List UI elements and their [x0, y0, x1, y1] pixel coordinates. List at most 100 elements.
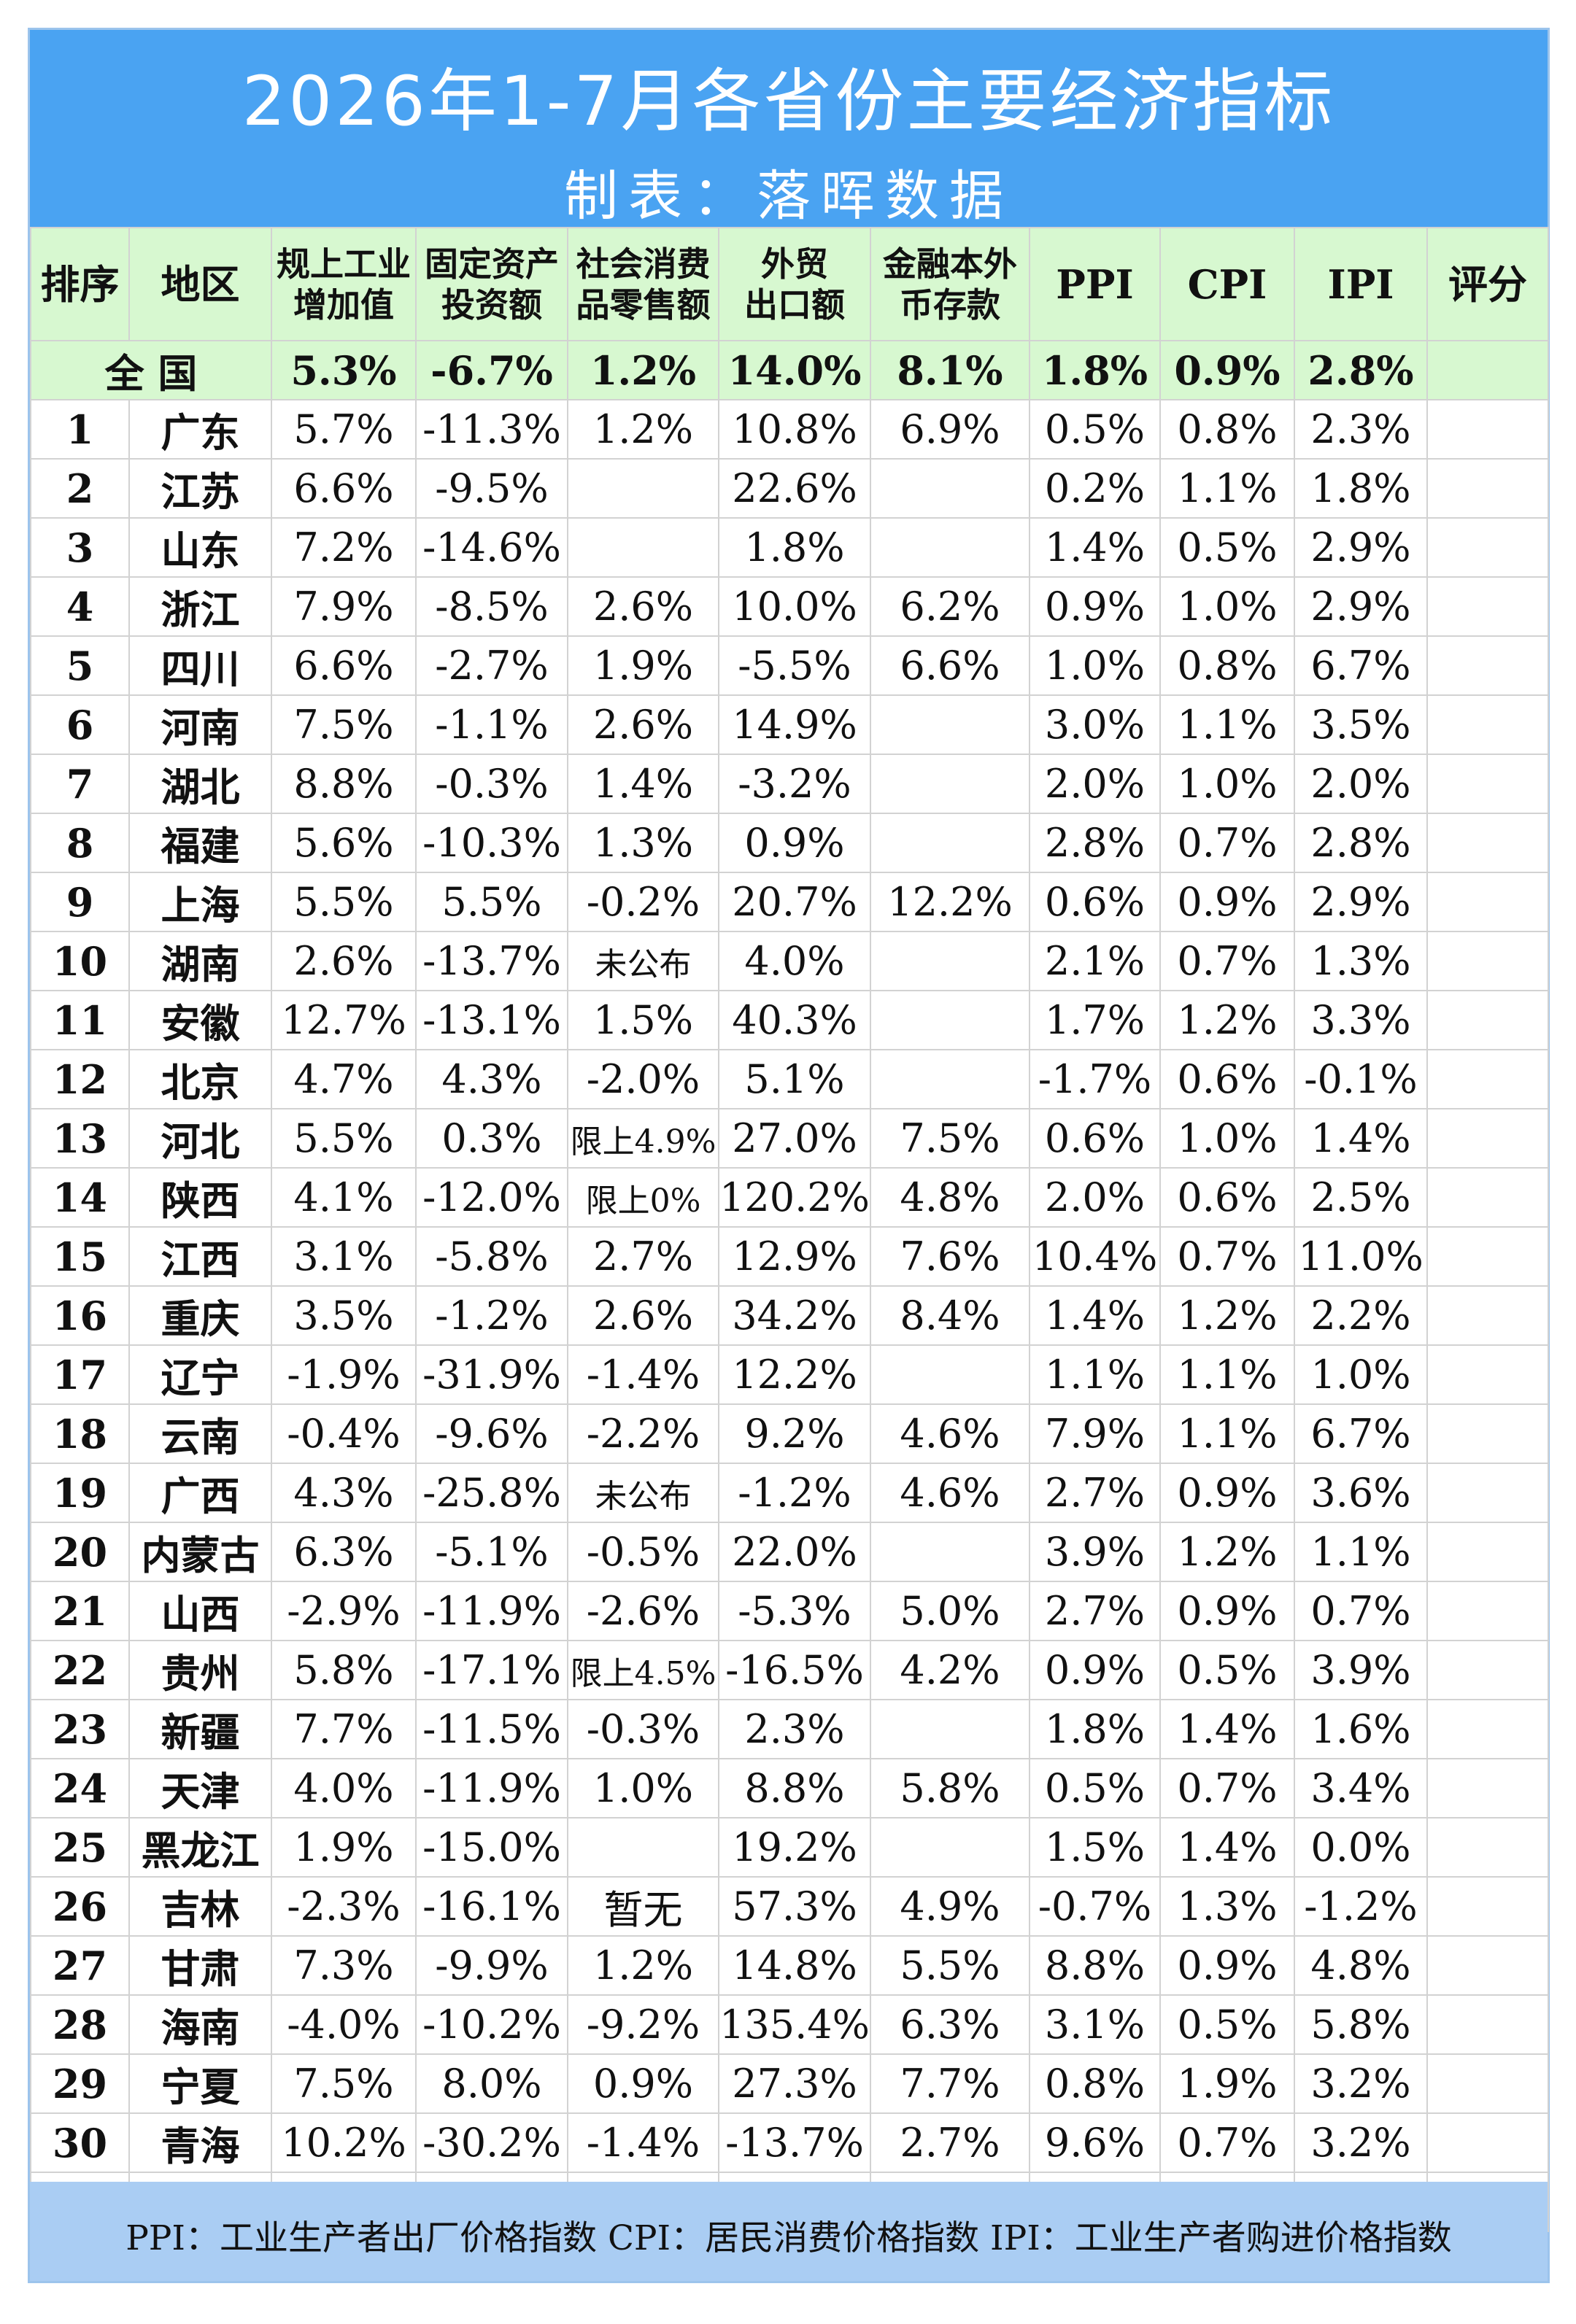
table-row: 18 云南 -0.4% -9.6% -2.2% 9.2% 4.6% 7.9% 1.1% 6.7%: [30, 1403, 1549, 1464]
value-cell: 7.5%: [870, 1108, 1030, 1169]
value-cell: [1426, 1758, 1549, 1818]
value-cell: 5.8%: [271, 1640, 417, 1700]
region-cell: 内蒙古: [128, 1522, 272, 1582]
value-cell: 14.9%: [718, 694, 871, 755]
value-cell: 0.7%: [1159, 813, 1295, 873]
region-cell: 山西: [128, 1581, 272, 1641]
region-cell: 北京: [128, 1049, 272, 1109]
value-cell: 3.2%: [1294, 2053, 1428, 2114]
rank-cell: 23: [30, 1699, 130, 1759]
value-cell: -2.7%: [415, 635, 568, 696]
value-cell: [870, 813, 1030, 873]
value-cell: 1.3%: [1294, 931, 1428, 991]
value-cell: 6.6%: [271, 458, 417, 519]
value-cell: -30.2%: [415, 2112, 568, 2173]
value-cell: -10.3%: [415, 813, 568, 873]
value-cell: 6.7%: [1294, 635, 1428, 696]
value-cell: 1.0%: [1029, 635, 1161, 696]
value-cell: 4.1%: [271, 1167, 417, 1228]
value-cell: 0.9%: [567, 2053, 719, 2114]
rank-cell: 6: [30, 694, 130, 755]
value-cell: 2.6%: [567, 694, 719, 755]
column-header: 社会消费 品零售额: [567, 227, 719, 341]
value-cell: -11.9%: [415, 1581, 568, 1641]
value-cell: -1.2%: [718, 1463, 871, 1523]
value-cell: 5.5%: [271, 872, 417, 932]
table-row: 27 甘肃 7.3% -9.9% 1.2% 14.8% 5.5% 8.8% 0.9% 4.8%: [30, 1935, 1549, 1996]
value-cell: -9.9%: [415, 1935, 568, 1996]
value-cell: [1426, 872, 1549, 932]
region-cell: 青海: [128, 2112, 272, 2173]
value-cell: 8.4%: [870, 1285, 1030, 1346]
region-cell: 吉林: [128, 1876, 272, 1937]
value-cell: [1426, 1581, 1549, 1641]
value-cell: 0.0%: [1294, 1817, 1428, 1878]
region-cell: 广西: [128, 1463, 272, 1523]
region-cell: 上海: [128, 872, 272, 932]
value-cell: 1.9%: [1159, 2053, 1295, 2114]
title-banner: 2026年1-7月各省份主要经济指标 制表：落晖数据: [30, 30, 1548, 228]
value-cell: 2.7%: [1029, 1581, 1161, 1641]
value-cell: 5.8%: [1294, 1994, 1428, 2055]
table-row: 9 上海 5.5% 5.5% -0.2% 20.7% 12.2% 0.6% 0.9% 2.9%: [30, 872, 1549, 932]
value-cell: 6.7%: [1294, 1403, 1428, 1464]
value-cell: 11.0%: [1294, 1226, 1428, 1287]
column-header: 金融本外 币存款: [870, 227, 1030, 341]
value-cell: 2.3%: [1294, 399, 1428, 460]
value-cell: 0.6%: [1029, 1108, 1161, 1169]
value-cell: 1.1%: [1029, 1344, 1161, 1405]
value-cell: 0.2%: [1029, 458, 1161, 519]
value-cell: 1.8%: [718, 517, 871, 578]
value-cell: 限上4.5%: [567, 1640, 719, 1700]
value-cell: 1.1%: [1159, 694, 1295, 755]
value-cell: 0.8%: [1159, 399, 1295, 460]
value-cell: [1426, 2112, 1549, 2173]
value-cell: 4.6%: [870, 1403, 1030, 1464]
value-cell: [1426, 1876, 1549, 1937]
rank-cell: 4: [30, 576, 130, 637]
value-cell: 2.5%: [1294, 1167, 1428, 1228]
value-cell: 0.9%: [1159, 1935, 1295, 1996]
value-cell: -1.2%: [415, 1285, 568, 1346]
value-cell: [870, 754, 1030, 814]
column-header: 外贸 出口额: [718, 227, 871, 341]
value-cell: 12.2%: [870, 872, 1030, 932]
column-header: 规上工业 增加值: [271, 227, 417, 341]
region-cell: 贵州: [128, 1640, 272, 1700]
value-cell: 0.5%: [1029, 1758, 1161, 1818]
value-cell: 7.9%: [271, 576, 417, 637]
value-cell: 8.0%: [415, 2053, 568, 2114]
table-row: 25 黑龙江 1.9% -15.0% 19.2% 1.5% 1.4% 0.0%: [30, 1817, 1549, 1878]
value-cell: -1.1%: [415, 694, 568, 755]
rank-cell: 28: [30, 1994, 130, 2055]
value-cell: 12.9%: [718, 1226, 871, 1287]
value-cell: -12.0%: [415, 1167, 568, 1228]
value-cell: -2.2%: [567, 1403, 719, 1464]
value-cell: 14.8%: [718, 1935, 871, 1996]
value-cell: -15.0%: [415, 1817, 568, 1878]
rank-cell: 21: [30, 1581, 130, 1641]
value-cell: 3.6%: [1294, 1463, 1428, 1523]
value-cell: 5.8%: [870, 1758, 1030, 1818]
column-header-line: 地区: [161, 260, 240, 308]
value-cell: [1426, 399, 1549, 460]
value-cell: 2.6%: [567, 576, 719, 637]
value-cell: 12.7%: [271, 990, 417, 1050]
national-cell: -6.7%: [415, 340, 568, 400]
value-cell: 限上0%: [567, 1167, 719, 1228]
value-cell: 3.9%: [1294, 1640, 1428, 1700]
value-cell: [870, 694, 1030, 755]
national-cell: 1.8%: [1029, 340, 1161, 400]
value-cell: 0.9%: [1159, 1463, 1295, 1523]
value-cell: -10.2%: [415, 1994, 568, 2055]
value-cell: -13.7%: [718, 2112, 871, 2173]
value-cell: 0.7%: [1159, 2112, 1295, 2173]
rank-cell: 29: [30, 2053, 130, 2114]
value-cell: 2.9%: [1294, 517, 1428, 578]
value-cell: [1426, 2053, 1549, 2114]
value-cell: 1.7%: [1029, 990, 1161, 1050]
value-cell: 2.7%: [567, 1226, 719, 1287]
value-cell: 4.8%: [1294, 1935, 1428, 1996]
value-cell: 4.0%: [718, 931, 871, 991]
value-cell: -11.3%: [415, 399, 568, 460]
